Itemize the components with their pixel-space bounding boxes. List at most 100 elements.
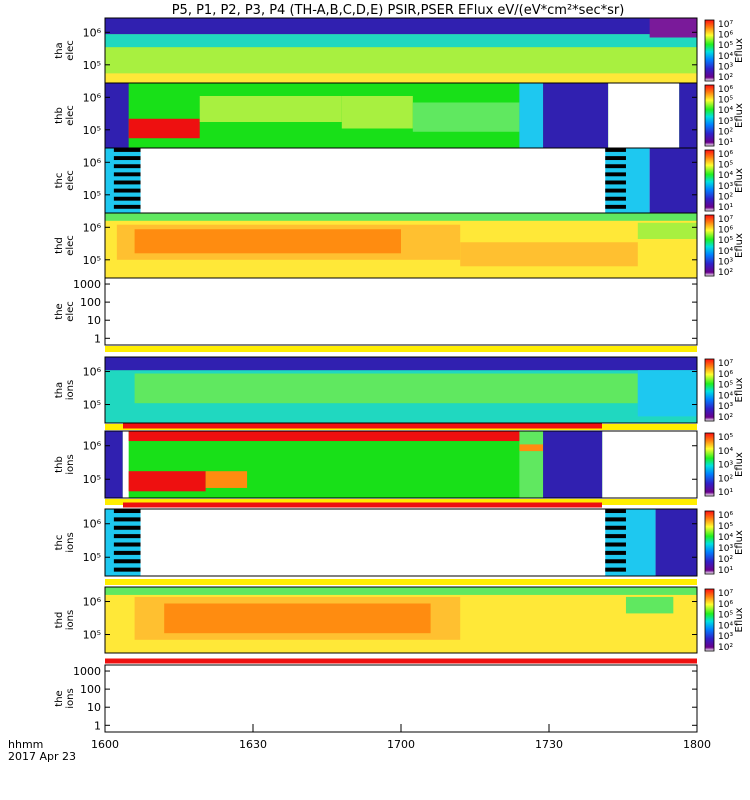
data-cell: [113, 148, 141, 152]
y-tick-label: 1000: [73, 665, 101, 678]
flag-bar-red: [123, 502, 602, 508]
flag-bar-red: [105, 658, 697, 664]
data-cell: [519, 431, 544, 498]
colorbar-label: Eflux: [734, 38, 745, 63]
data-cell: [128, 431, 532, 442]
colorbar-label: Eflux: [734, 103, 745, 128]
colorbar-tick-label: 10⁶: [718, 85, 733, 95]
y-axis-label: ions: [65, 454, 76, 474]
data-cell: [105, 213, 697, 221]
colorbar-label: Eflux: [734, 168, 745, 193]
data-cell: [605, 172, 626, 177]
colorbar-label: Eflux: [734, 377, 745, 402]
colorbar-tick-label: 10³: [718, 257, 733, 267]
panel-the-ions: the ions 1 10 100 1000: [54, 664, 698, 733]
data-cell: [105, 73, 697, 83]
data-cell: [105, 357, 697, 371]
y-tick-label: 10⁵: [83, 124, 101, 137]
data-cell: [605, 509, 626, 514]
y-axis-label: tha: [54, 382, 65, 398]
y-tick-label: 10: [87, 701, 101, 714]
colorbar: [704, 149, 715, 212]
data-cell: [605, 204, 626, 209]
y-tick-label: 100: [80, 296, 101, 309]
colorbar: [704, 358, 715, 422]
y-tick-label: 10⁵: [83, 629, 101, 642]
data-cell: [128, 471, 206, 492]
colorbar-tick-label: 10⁴: [718, 106, 733, 116]
data-cell: [655, 509, 697, 576]
data-cell: [113, 188, 141, 193]
data-cell: [519, 444, 544, 452]
colorbar-tick-label: 10⁶: [718, 226, 733, 236]
panel-frame: [104, 430, 698, 499]
y-axis-label: the: [54, 690, 65, 706]
colorbar: [704, 510, 715, 575]
y-tick-label: 1: [94, 332, 101, 345]
colorbar-tick-label: 10²: [718, 555, 733, 565]
data-cell: [105, 587, 697, 595]
colorbar-tick-label: 10⁷: [718, 589, 733, 599]
colorbar-tick-label: 10³: [718, 182, 733, 192]
y-tick-label: 10⁶: [83, 91, 102, 104]
data-cell: [113, 156, 141, 161]
y-axis-label: thc: [54, 173, 65, 189]
y-tick-label: 10⁵: [83, 399, 101, 412]
colorbar-tick-label: 10⁴: [718, 447, 733, 457]
y-axis-label: elec: [65, 170, 76, 191]
y-axis-label: the: [54, 303, 65, 319]
panel-frame: [104, 508, 698, 577]
data-cell: [128, 118, 200, 139]
data-cell: [637, 222, 697, 239]
y-axis-label: thb: [54, 107, 65, 124]
plot-title: P5, P1, P2, P3, P4 (TH-A,B,C,D,E) PSIR,P…: [172, 3, 625, 18]
data-cell: [649, 18, 697, 38]
y-axis-label: elec: [65, 105, 76, 126]
data-cell: [105, 18, 697, 35]
data-cell: [605, 559, 626, 564]
data-cell: [105, 34, 697, 48]
x-tick-label: 1630: [239, 738, 267, 751]
data-cell: [543, 431, 603, 498]
data-cell: [605, 567, 626, 572]
data-cell: [519, 83, 544, 148]
y-tick-label: 10⁵: [83, 551, 101, 564]
data-cell: [605, 534, 626, 539]
data-cell: [113, 509, 141, 514]
data-cell: [113, 567, 141, 572]
data-cell: [164, 603, 431, 634]
data-cell: [205, 471, 248, 488]
data-cell: [605, 196, 626, 201]
panel-frame: [104, 586, 698, 654]
y-tick-label: 10⁵: [83, 473, 101, 486]
data-cell: [605, 517, 626, 522]
colorbar-tick-label: 10¹: [718, 566, 733, 576]
y-tick-label: 1000: [73, 278, 101, 291]
colorbar-tick-label: 10⁶: [718, 511, 733, 521]
colorbar-tick-label: 10²: [718, 268, 733, 278]
colorbar: [704, 588, 715, 652]
colorbar-tick-label: 10²: [718, 474, 733, 484]
data-cell: [679, 83, 697, 148]
y-tick-label: 10⁵: [83, 189, 101, 202]
colorbar-tick-label: 10⁵: [718, 236, 733, 246]
colorbar-tick-label: 10⁷: [718, 359, 733, 369]
data-cell: [605, 525, 626, 530]
y-axis-label: thb: [54, 456, 65, 473]
y-axis-label: thc: [54, 535, 65, 551]
data-cell: [105, 509, 697, 576]
data-cell: [105, 83, 129, 148]
colorbar-tick-label: 10²: [718, 127, 733, 137]
panel-frame: [104, 277, 698, 346]
data-cell: [134, 373, 638, 404]
colorbar-tick-label: 10²: [718, 73, 733, 83]
colorbar-tick-label: 10⁵: [718, 161, 733, 171]
y-tick-label: 10⁶: [83, 518, 102, 531]
flag-bar-yellow: [105, 499, 697, 505]
data-cell: [460, 242, 638, 267]
y-tick-label: 10⁶: [83, 221, 102, 234]
